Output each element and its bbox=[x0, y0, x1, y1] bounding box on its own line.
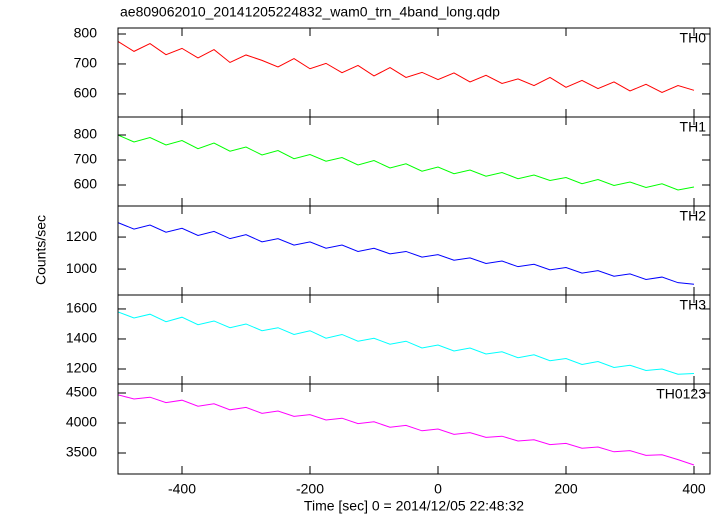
x-axis-label: Time [sec] 0 = 2014/12/05 22:48:32 bbox=[304, 498, 524, 514]
panel-frame bbox=[117, 205, 711, 296]
panel-frame bbox=[117, 116, 711, 207]
x-tick-label: -400 bbox=[168, 481, 196, 497]
y-tick-label: 700 bbox=[74, 151, 98, 167]
panel-frame bbox=[117, 383, 711, 475]
panel-label: TH0123 bbox=[656, 386, 706, 402]
y-tick-label: 700 bbox=[74, 55, 98, 71]
y-tick-label: 4000 bbox=[66, 414, 97, 430]
x-tick-label: -200 bbox=[296, 481, 324, 497]
y-axis-label: Counts/sec bbox=[33, 215, 49, 285]
y-tick-label: 600 bbox=[74, 85, 98, 101]
panel-frame bbox=[117, 294, 711, 385]
y-tick-label: 1600 bbox=[66, 300, 97, 316]
x-tick-label: 0 bbox=[434, 481, 442, 497]
y-tick-label: 1200 bbox=[66, 228, 97, 244]
panel-label: TH0 bbox=[680, 30, 707, 46]
panel-label: TH2 bbox=[680, 208, 707, 224]
panel-label: TH1 bbox=[680, 119, 707, 135]
y-tick-label: 4500 bbox=[66, 384, 97, 400]
y-tick-label: 1000 bbox=[66, 260, 97, 276]
y-tick-label: 800 bbox=[74, 126, 98, 142]
y-tick-label: 600 bbox=[74, 176, 98, 192]
data-line bbox=[117, 394, 695, 466]
x-tick-label: 200 bbox=[554, 481, 578, 497]
y-tick-label: 800 bbox=[74, 25, 98, 41]
data-line bbox=[117, 134, 695, 191]
chart-title: ae809062010_20141205224832_wam0_trn_4ban… bbox=[120, 4, 500, 20]
data-line bbox=[117, 41, 695, 93]
y-tick-label: 1200 bbox=[66, 360, 97, 376]
data-line bbox=[117, 311, 695, 375]
data-line bbox=[117, 222, 695, 285]
x-tick-label: 400 bbox=[682, 481, 706, 497]
y-tick-label: 1400 bbox=[66, 330, 97, 346]
panel-label: TH3 bbox=[680, 297, 707, 313]
panel-frame bbox=[117, 27, 711, 118]
y-tick-label: 3500 bbox=[66, 444, 97, 460]
